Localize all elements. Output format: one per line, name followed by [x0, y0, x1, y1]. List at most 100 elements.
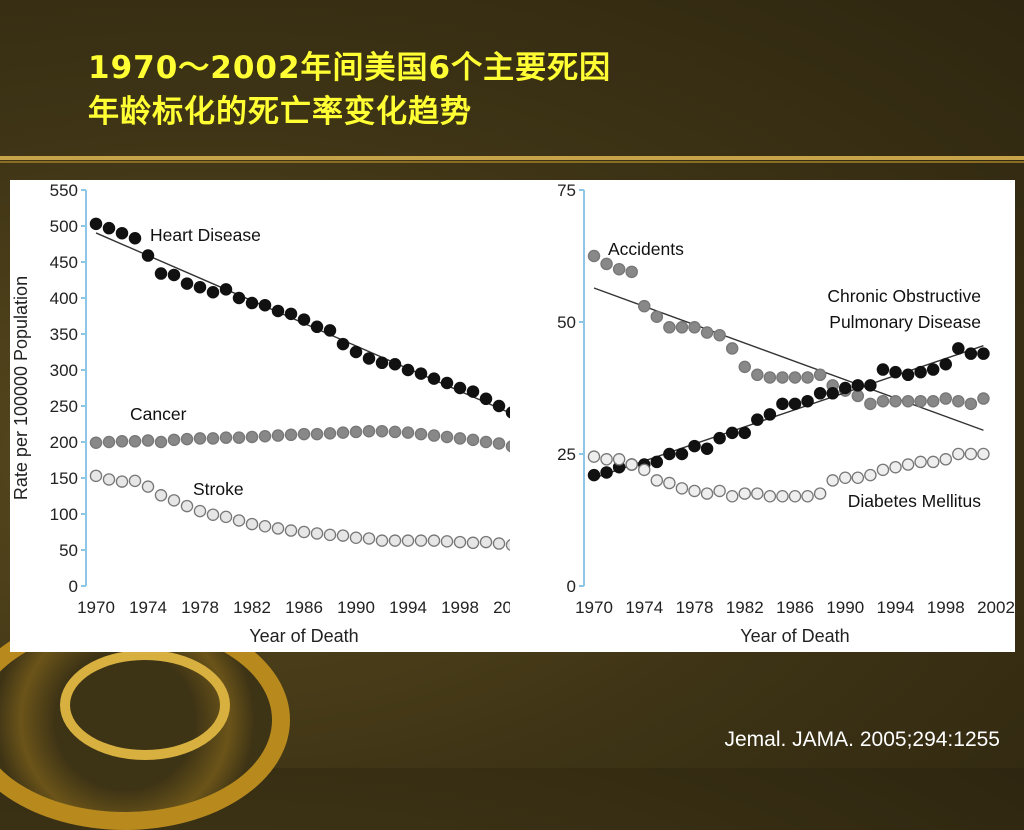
data-point — [492, 437, 506, 450]
data-point — [297, 427, 311, 441]
x-tick-label: 2002 — [977, 598, 1015, 617]
data-point — [466, 433, 480, 447]
data-point — [271, 304, 285, 318]
series-label: Chronic Obstructive Pulmonary Disease — [827, 286, 981, 332]
y-tick-label: 50 — [557, 313, 576, 332]
data-point — [128, 474, 142, 488]
data-point — [89, 217, 103, 231]
data-point — [375, 424, 389, 438]
data-point — [700, 442, 714, 455]
data-point — [453, 432, 467, 445]
data-point — [901, 394, 915, 408]
data-point — [663, 476, 676, 490]
data-point — [738, 487, 751, 500]
data-point — [401, 363, 415, 377]
x-tick-label: 1982 — [726, 598, 764, 617]
data-point — [323, 427, 337, 440]
y-tick-label: 250 — [50, 397, 78, 416]
data-point — [219, 510, 233, 524]
data-point — [663, 321, 676, 334]
data-point — [141, 434, 155, 447]
data-point — [688, 484, 701, 498]
data-point — [637, 463, 651, 477]
data-point — [427, 372, 441, 385]
series-heart-disease — [89, 217, 510, 419]
data-point — [466, 385, 480, 398]
data-point — [128, 435, 142, 448]
data-point — [864, 397, 877, 411]
data-point — [115, 226, 129, 240]
data-point — [600, 453, 613, 466]
y-tick-label: 400 — [50, 289, 78, 308]
data-point — [914, 455, 927, 469]
data-point — [492, 399, 506, 413]
data-point — [258, 429, 272, 443]
data-point — [587, 468, 601, 482]
y-tick-label: 450 — [50, 253, 78, 272]
data-point — [725, 342, 739, 355]
data-point — [141, 249, 155, 262]
data-point — [245, 296, 259, 310]
x-tick-label: 1974 — [625, 598, 663, 617]
data-point — [115, 475, 129, 488]
x-tick-label: 1994 — [877, 598, 915, 617]
data-point — [414, 367, 428, 380]
data-point — [977, 392, 990, 405]
x-tick-label: 1986 — [776, 598, 814, 617]
data-point — [612, 262, 626, 276]
data-point — [713, 431, 726, 445]
data-point — [939, 392, 952, 405]
data-point — [505, 440, 510, 453]
data-point — [763, 489, 777, 503]
data-point — [650, 474, 664, 487]
data-point — [914, 365, 927, 379]
data-point — [675, 482, 689, 495]
data-point — [813, 368, 827, 382]
data-point — [388, 534, 402, 547]
data-point — [115, 435, 129, 448]
x-tick-label: 1998 — [927, 598, 965, 617]
data-point — [675, 447, 689, 461]
data-point — [688, 439, 701, 453]
data-point — [349, 425, 363, 439]
data-point — [466, 536, 480, 550]
data-point — [401, 534, 415, 547]
data-point — [323, 528, 337, 542]
data-point — [219, 431, 233, 444]
data-point — [587, 450, 601, 463]
series-label: Accidents — [608, 239, 684, 259]
data-point — [600, 257, 613, 271]
data-point — [600, 466, 613, 479]
series-accidents — [587, 249, 990, 431]
data-point — [310, 427, 324, 441]
data-point — [851, 379, 865, 392]
data-point — [284, 428, 298, 442]
data-point — [776, 371, 789, 384]
citation: Jemal. JAMA. 2005;294:1255 — [724, 728, 1000, 751]
data-point — [232, 431, 246, 444]
data-point — [776, 397, 789, 411]
data-point — [939, 357, 952, 371]
data-point — [440, 430, 454, 444]
data-point — [479, 392, 493, 406]
data-point — [763, 371, 777, 384]
data-point — [864, 379, 877, 392]
data-point — [414, 427, 428, 441]
data-point — [271, 429, 285, 442]
data-point — [167, 433, 181, 447]
data-point — [102, 221, 116, 235]
trend-line — [593, 287, 984, 431]
data-point — [349, 345, 363, 359]
series-cancer — [89, 424, 510, 453]
data-point — [453, 535, 467, 549]
data-point — [587, 249, 601, 263]
data-point — [625, 265, 638, 279]
data-point — [926, 455, 940, 469]
data-point — [725, 489, 739, 503]
series-diabetes-mellitus — [587, 447, 990, 503]
data-point — [193, 432, 207, 445]
data-point — [851, 471, 865, 485]
data-point — [876, 463, 890, 477]
data-point — [440, 376, 454, 390]
data-point — [826, 387, 839, 400]
